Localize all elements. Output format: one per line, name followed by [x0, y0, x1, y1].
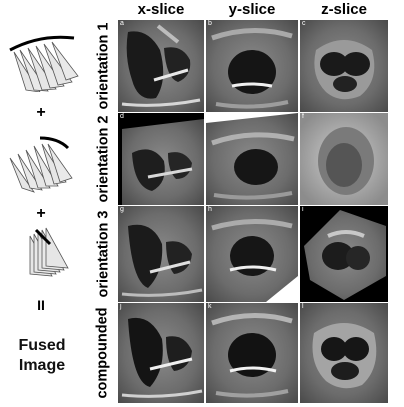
- panel-letter: g: [120, 206, 124, 213]
- panel-z-slice-orientation-3: i: [300, 206, 388, 302]
- panel-letter: f: [302, 113, 304, 120]
- equals-sign: II: [37, 297, 45, 313]
- probe-fan-diagram-2: [4, 132, 82, 194]
- panel-letter: j: [120, 303, 122, 310]
- panel-y-slice-orientation-1: b: [206, 20, 298, 112]
- row-label-compounded: compounded: [95, 307, 111, 399]
- panel-x-slice-orientation-3: g: [118, 206, 204, 302]
- panel-y-slice-compounded: k: [206, 303, 298, 403]
- row-label-orientation-3: orientation 3: [95, 210, 112, 298]
- column-header-z-slice: z-slice: [321, 1, 367, 18]
- panel-z-slice-orientation-2: f: [300, 113, 388, 205]
- panel-letter: c: [302, 20, 306, 27]
- panel-letter: b: [208, 20, 212, 27]
- row-label-orientation-1: orientation 1: [95, 22, 112, 110]
- panel-letter: d: [120, 113, 124, 120]
- panel-x-slice-orientation-2: d: [118, 113, 204, 205]
- plus-sign-1: +: [36, 104, 46, 121]
- panel-x-slice-compounded: j: [118, 303, 204, 403]
- panel-z-slice-orientation-1: c: [300, 20, 388, 112]
- panel-y-slice-orientation-2: e: [206, 113, 298, 205]
- row-label-orientation-2: orientation 2: [95, 115, 112, 203]
- panel-letter: i: [302, 206, 304, 213]
- column-header-x-slice: x-slice: [137, 1, 185, 18]
- panel-x-slice-orientation-1: a: [118, 20, 204, 112]
- fused-image-label: Fused Image: [18, 337, 66, 374]
- probe-fan-diagram-1: [4, 30, 82, 93]
- panel-letter: h: [208, 206, 212, 213]
- panel-letter: k: [208, 303, 212, 310]
- panel-letter: e: [210, 115, 214, 122]
- plus-sign-2: +: [36, 205, 46, 222]
- column-header-y-slice: y-slice: [228, 1, 276, 18]
- panel-y-slice-orientation-3: h: [206, 206, 298, 302]
- panel-letter: a: [120, 20, 124, 27]
- probe-fan-diagram-3: [22, 226, 72, 282]
- panel-z-slice-compounded: l: [300, 303, 388, 403]
- panel-letter: l: [302, 303, 304, 310]
